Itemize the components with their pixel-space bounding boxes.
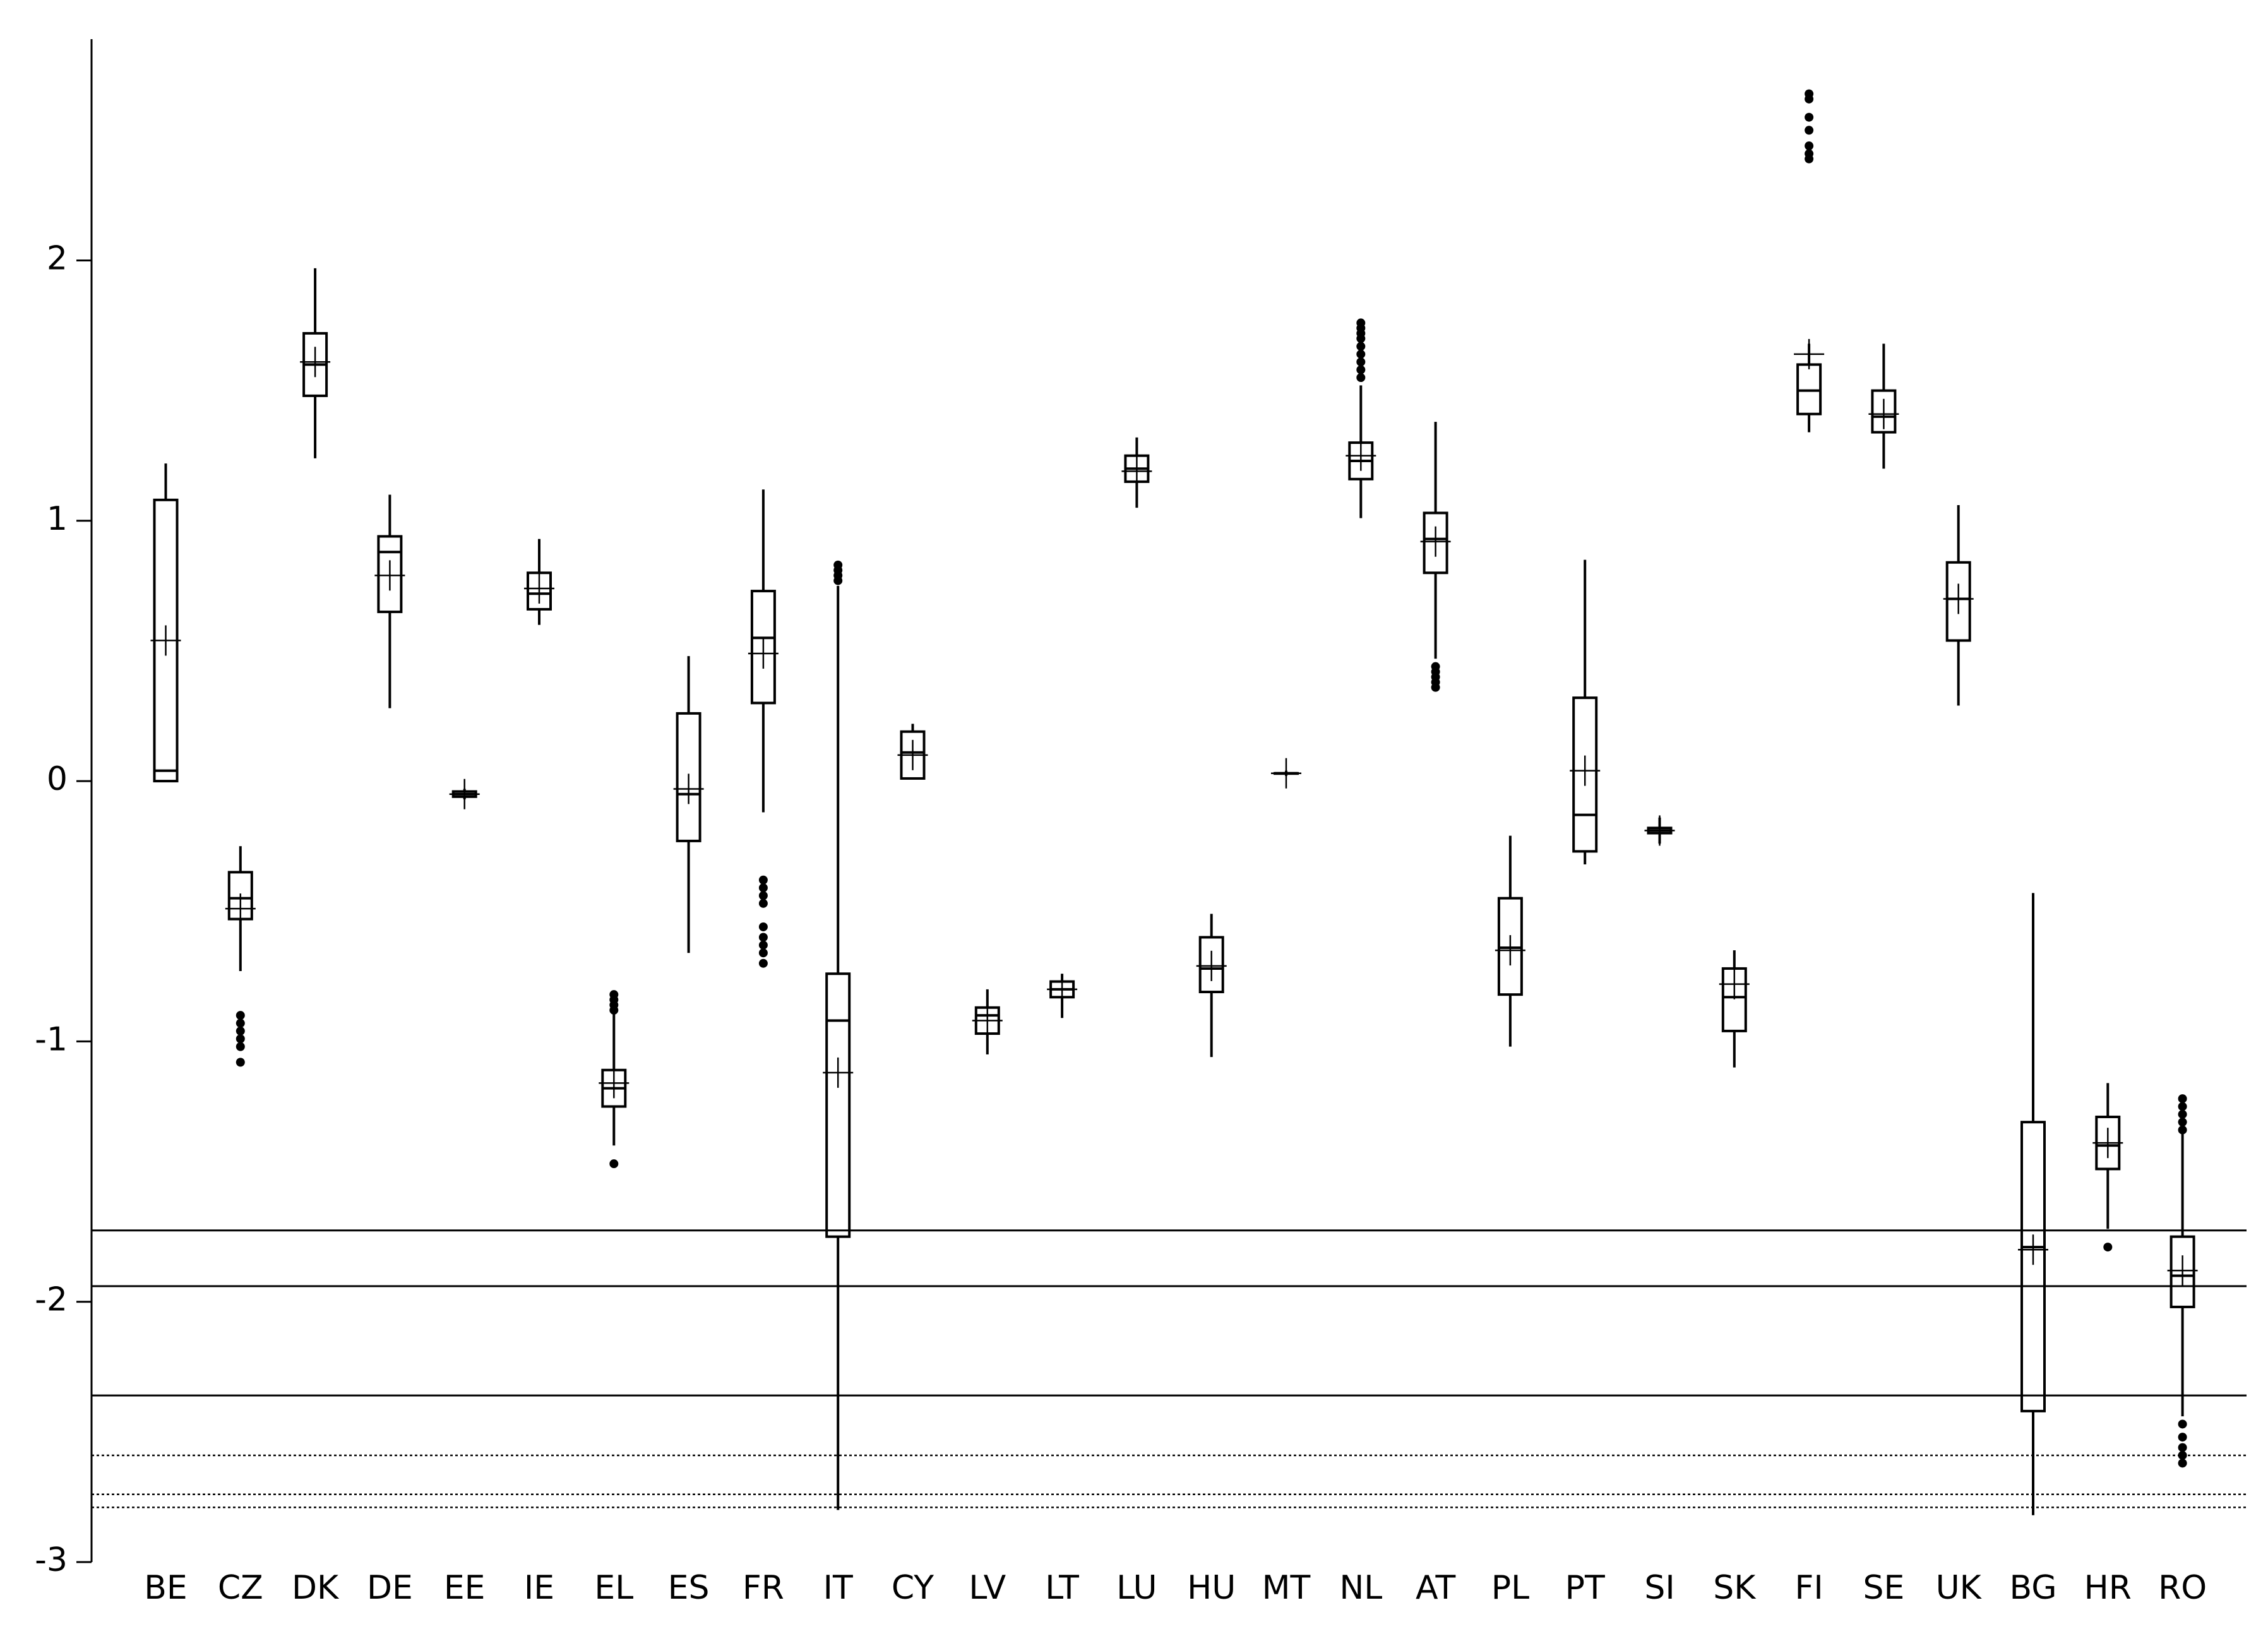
- box: [2020, 1121, 2046, 1412]
- outlier: [1356, 373, 1366, 382]
- outlier: [1356, 357, 1366, 367]
- y-tick-label: -2: [35, 1281, 68, 1319]
- outlier: [609, 1005, 619, 1015]
- outlier: [758, 948, 768, 958]
- x-tick-label: BG: [2009, 1569, 2056, 1607]
- x-tick-label: PT: [1565, 1569, 1605, 1607]
- x-tick-label: EL: [594, 1569, 633, 1607]
- x-tick-label: CZ: [218, 1569, 263, 1607]
- box: [527, 571, 552, 611]
- outlier: [1431, 662, 1440, 671]
- outlier: [1356, 342, 1366, 351]
- x-tick-label: FI: [1794, 1569, 1823, 1607]
- outlier: [2103, 1243, 2113, 1252]
- outlier: [236, 1018, 245, 1028]
- x-tick-label: NL: [1339, 1569, 1382, 1607]
- box: [750, 590, 776, 705]
- x-tick-label: DE: [367, 1569, 413, 1607]
- x-tick-label: IE: [524, 1569, 554, 1607]
- outlier: [1356, 349, 1366, 359]
- box: [1497, 897, 1523, 996]
- outlier: [758, 875, 768, 885]
- outlier: [2178, 1094, 2187, 1104]
- outlier: [2178, 1419, 2187, 1429]
- x-tick-label: SI: [1644, 1569, 1674, 1607]
- x-tick-label: IT: [823, 1569, 853, 1607]
- outlier: [758, 891, 768, 900]
- outlier: [2178, 1433, 2187, 1442]
- box: [377, 535, 403, 614]
- box: [1721, 967, 1747, 1032]
- x-tick-label: AT: [1416, 1569, 1456, 1607]
- x-tick-label: CY: [892, 1569, 934, 1607]
- outlier: [2178, 1125, 2187, 1135]
- outlier: [1805, 126, 1814, 135]
- y-tick-label: -1: [35, 1020, 68, 1058]
- x-tick-label: HR: [2084, 1569, 2132, 1607]
- x-tick-label: DK: [292, 1569, 340, 1607]
- x-tick-label: LT: [1045, 1569, 1079, 1607]
- outlier: [2178, 1443, 2187, 1452]
- x-tick-label: MT: [1262, 1569, 1311, 1607]
- outlier: [2178, 1459, 2187, 1468]
- outlier: [236, 1034, 245, 1044]
- outlier: [236, 1042, 245, 1051]
- outlier: [236, 1058, 245, 1067]
- outlier: [758, 940, 768, 950]
- box: [1423, 511, 1448, 575]
- y-tick-label: 1: [47, 500, 68, 538]
- outlier: [758, 922, 768, 931]
- y-tick-label: -3: [35, 1541, 68, 1579]
- box: [825, 972, 851, 1238]
- box: [676, 712, 701, 842]
- outlier: [1805, 141, 1814, 151]
- outlier: [1356, 318, 1366, 328]
- x-tick-label: LU: [1116, 1569, 1157, 1607]
- x-tick-label: UK: [1936, 1569, 1983, 1607]
- x-tick-label: ES: [668, 1569, 710, 1607]
- outlier: [758, 958, 768, 968]
- box: [2170, 1235, 2195, 1308]
- outlier: [2178, 1450, 2187, 1460]
- x-tick-label: BE: [144, 1569, 188, 1607]
- x-tick-label: LV: [969, 1569, 1006, 1607]
- outlier: [609, 1159, 619, 1169]
- outlier: [1356, 365, 1366, 374]
- x-tick-label: SE: [1863, 1569, 1904, 1607]
- y-tick-label: 0: [47, 760, 68, 798]
- x-tick-label: FR: [743, 1569, 784, 1607]
- outlier: [833, 560, 843, 570]
- box: [1945, 561, 1971, 642]
- outlier: [2178, 1102, 2187, 1111]
- box: [1198, 936, 1224, 994]
- box: [1572, 696, 1598, 853]
- outlier: [758, 898, 768, 908]
- outlier: [758, 933, 768, 942]
- outlier: [1805, 112, 1814, 122]
- outlier: [236, 1026, 245, 1035]
- x-tick-label: EE: [444, 1569, 486, 1607]
- outlier: [2178, 1118, 2187, 1127]
- outlier: [2178, 1109, 2187, 1119]
- x-tick-label: PL: [1491, 1569, 1529, 1607]
- x-tick-label: SK: [1713, 1569, 1757, 1607]
- outlier: [758, 883, 768, 893]
- box: [1796, 363, 1822, 415]
- x-tick-label: RO: [2158, 1569, 2207, 1607]
- x-tick-label: HU: [1187, 1569, 1236, 1607]
- outlier: [1805, 149, 1814, 158]
- outlier: [236, 1011, 245, 1020]
- box: [1871, 389, 1897, 434]
- outlier: [1805, 89, 1814, 98]
- y-tick-label: 2: [47, 239, 68, 277]
